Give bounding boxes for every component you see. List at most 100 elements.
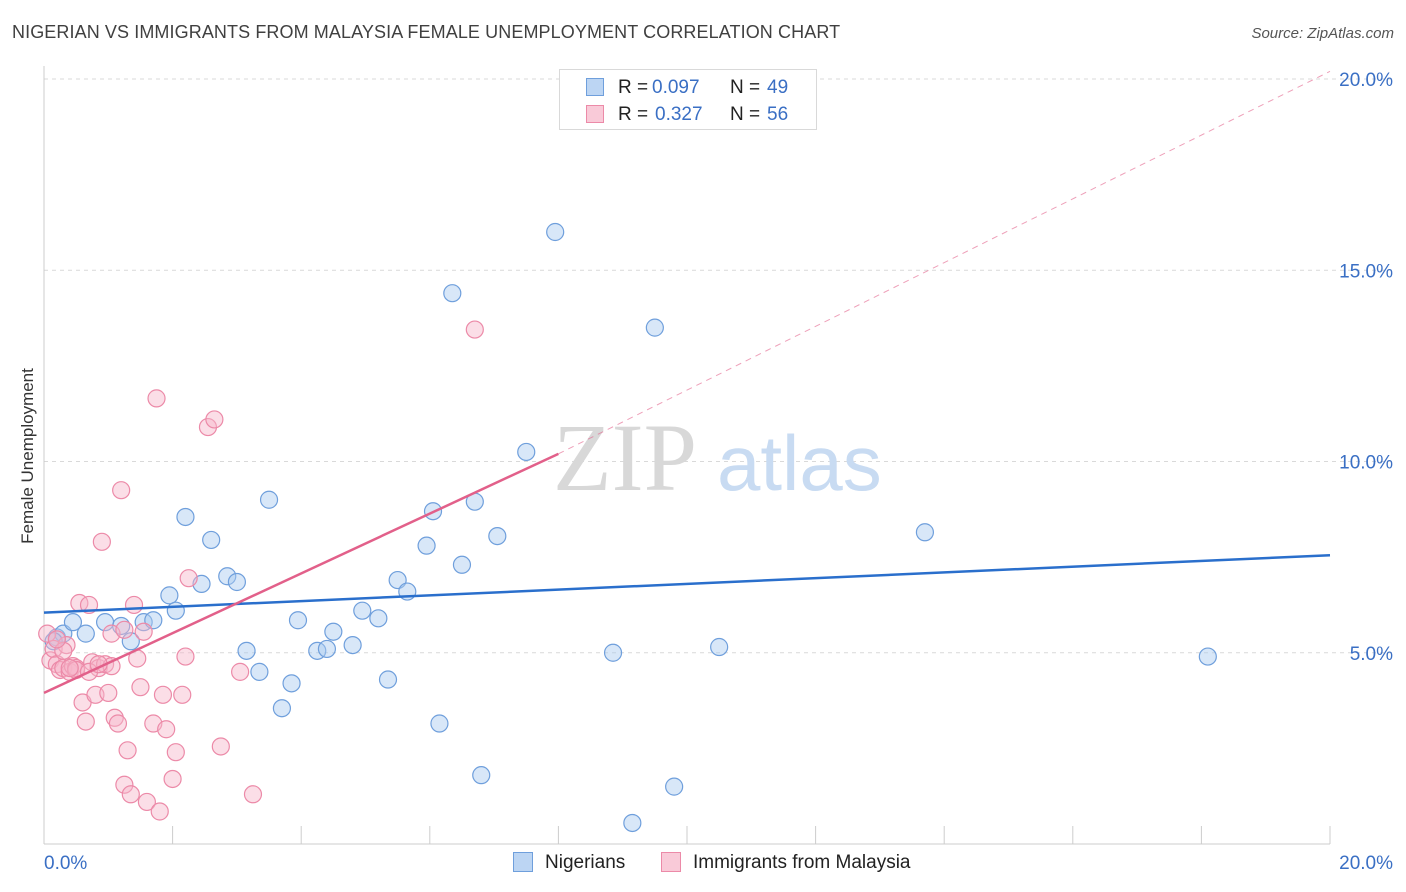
point-immigrants-from-malaysia bbox=[163, 769, 182, 789]
point-nigerians bbox=[63, 613, 83, 632]
source-credit: Source: ZipAtlas.com bbox=[1251, 25, 1394, 42]
point-immigrants-from-malaysia bbox=[179, 569, 198, 588]
y-tick-label: 15.0% bbox=[1339, 261, 1393, 282]
legend-swatch-malaysia bbox=[586, 105, 604, 123]
point-nigerians bbox=[417, 536, 436, 555]
trendline-immigrants-from-malaysia bbox=[43, 452, 559, 695]
point-nigerians bbox=[378, 670, 398, 689]
point-immigrants-from-malaysia bbox=[465, 320, 484, 339]
point-nigerians bbox=[250, 662, 269, 681]
point-immigrants-from-malaysia bbox=[176, 647, 195, 666]
watermark: ZIP atlas bbox=[553, 404, 882, 511]
point-immigrants-from-malaysia bbox=[231, 662, 250, 681]
point-nigerians bbox=[259, 490, 279, 509]
tick-label-layer: 5.0% 10.0% 15.0% 20.0% 0.0% 20.0% bbox=[44, 70, 1393, 874]
legend-n-label: N = bbox=[730, 77, 761, 98]
point-nigerians bbox=[176, 507, 195, 527]
point-immigrants-from-malaysia bbox=[54, 641, 73, 660]
point-immigrants-from-malaysia bbox=[134, 622, 153, 641]
point-nigerians bbox=[1198, 647, 1217, 666]
point-nigerians bbox=[452, 555, 472, 574]
point-immigrants-from-malaysia bbox=[115, 620, 134, 639]
point-nigerians bbox=[546, 222, 565, 242]
y-axis-title: Female Unemployment bbox=[18, 368, 37, 544]
point-immigrants-from-malaysia bbox=[137, 792, 156, 812]
point-nigerians bbox=[353, 601, 372, 620]
point-nigerians bbox=[317, 639, 337, 659]
point-nigerians bbox=[202, 530, 221, 550]
point-nigerians bbox=[166, 601, 185, 620]
legend-n-label: N = bbox=[730, 104, 761, 125]
point-immigrants-from-malaysia bbox=[57, 635, 76, 655]
point-nigerians bbox=[665, 777, 684, 796]
legend-r-label: R = bbox=[618, 77, 649, 98]
y-tick-label: 5.0% bbox=[1350, 644, 1393, 665]
point-nigerians bbox=[443, 284, 462, 303]
point-nigerians bbox=[272, 699, 292, 718]
point-nigerians bbox=[603, 643, 623, 662]
point-immigrants-from-malaysia bbox=[99, 683, 118, 703]
legend-r-value: 0.097 bbox=[652, 77, 700, 98]
point-immigrants-from-malaysia bbox=[243, 785, 263, 804]
point-nigerians bbox=[237, 641, 256, 660]
point-nigerians bbox=[282, 674, 301, 693]
y-tick-label: 10.0% bbox=[1339, 453, 1393, 474]
legend-r-value: 0.327 bbox=[655, 104, 703, 125]
point-immigrants-from-malaysia bbox=[118, 741, 137, 760]
point-immigrants-from-malaysia bbox=[124, 595, 144, 615]
legend-n-value: 49 bbox=[767, 77, 789, 98]
watermark-zip: ZIP bbox=[553, 404, 697, 511]
point-immigrants-from-malaysia bbox=[105, 708, 124, 727]
point-nigerians bbox=[227, 572, 246, 592]
point-immigrants-from-malaysia bbox=[76, 712, 95, 731]
bottom-legend-swatch-nigerians bbox=[513, 852, 533, 872]
point-nigerians bbox=[623, 813, 642, 833]
x-tick-label: 0.0% bbox=[44, 853, 87, 874]
point-immigrants-from-malaysia bbox=[38, 624, 57, 643]
point-immigrants-from-malaysia bbox=[121, 785, 140, 804]
axis-layer bbox=[43, 66, 1331, 845]
point-nigerians bbox=[324, 622, 343, 641]
point-immigrants-from-malaysia bbox=[108, 714, 128, 733]
legend-r-label: R = bbox=[618, 104, 649, 125]
series-immigrants-from-malaysia bbox=[38, 320, 484, 821]
trend-layer bbox=[43, 70, 1331, 695]
point-nigerians bbox=[430, 714, 449, 733]
point-immigrants-from-malaysia bbox=[166, 743, 185, 762]
point-immigrants-from-malaysia bbox=[112, 481, 131, 500]
point-immigrants-from-malaysia bbox=[60, 658, 79, 678]
correlation-legend: R = 0.097 N = 49 R = 0.327 N = 56 bbox=[559, 69, 817, 130]
point-nigerians bbox=[369, 609, 388, 628]
chart-title: NIGERIAN VS IMMIGRANTS FROM MALAYSIA FEM… bbox=[12, 22, 841, 42]
point-immigrants-from-malaysia bbox=[92, 532, 111, 551]
point-nigerians bbox=[121, 632, 140, 651]
point-immigrants-from-malaysia bbox=[150, 802, 169, 821]
trendline-nigerians bbox=[43, 553, 1331, 614]
trendline-immigrants-from-malaysia-extrapolated bbox=[558, 70, 1331, 455]
point-nigerians bbox=[288, 611, 308, 630]
bottom-legend-label-nigerians: Nigerians bbox=[545, 852, 626, 873]
grid-layer bbox=[44, 78, 1394, 654]
bottom-legend-label-malaysia: Immigrants from Malaysia bbox=[693, 852, 911, 873]
point-immigrants-from-malaysia bbox=[211, 737, 230, 756]
point-nigerians bbox=[343, 635, 362, 655]
point-immigrants-from-malaysia bbox=[147, 389, 166, 408]
point-nigerians bbox=[517, 442, 536, 462]
point-nigerians bbox=[645, 318, 664, 337]
point-nigerians bbox=[160, 586, 179, 605]
y-tick-label: 20.0% bbox=[1339, 70, 1393, 91]
point-immigrants-from-malaysia bbox=[47, 630, 66, 649]
point-nigerians bbox=[915, 523, 935, 542]
legend-n-value: 56 bbox=[767, 104, 789, 125]
legend-swatch-nigerians bbox=[586, 78, 604, 96]
point-immigrants-from-malaysia bbox=[131, 678, 150, 697]
point-nigerians bbox=[710, 637, 729, 657]
point-nigerians bbox=[488, 526, 507, 546]
bottom-legend-swatch-malaysia bbox=[661, 852, 681, 872]
point-immigrants-from-malaysia bbox=[205, 410, 224, 429]
point-nigerians bbox=[218, 567, 237, 586]
point-immigrants-from-malaysia bbox=[173, 685, 192, 704]
point-nigerians bbox=[472, 766, 491, 785]
x-tick-label: 20.0% bbox=[1339, 853, 1393, 874]
